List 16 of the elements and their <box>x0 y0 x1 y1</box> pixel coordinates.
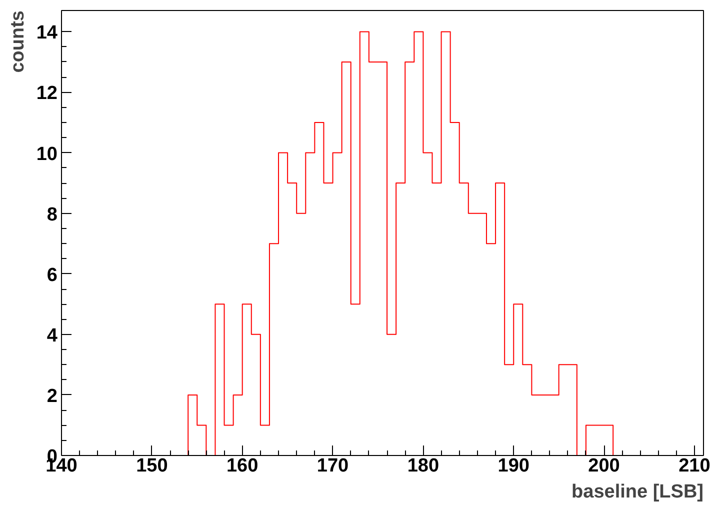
x-tick-label: 180 <box>407 456 440 476</box>
y-tick-label: 14 <box>36 22 58 44</box>
y-tick-label: 6 <box>46 264 58 286</box>
x-axis-title: baseline [LSB] <box>572 482 704 502</box>
y-tick-label: 10 <box>36 144 58 165</box>
x-tick-label: 170 <box>316 456 349 476</box>
x-tick-label: 200 <box>588 456 620 476</box>
y-tick-label: 8 <box>46 204 58 226</box>
x-tick-label: 160 <box>226 456 258 476</box>
y-tick-label: 4 <box>46 325 58 346</box>
x-tick-label: 190 <box>498 456 530 476</box>
y-tick-label: 12 <box>36 83 58 104</box>
y-axis-title: counts <box>8 10 28 73</box>
x-tick-label: 150 <box>136 456 168 476</box>
y-tick-label: 2 <box>46 386 58 407</box>
x-tick-label: 210 <box>678 456 710 476</box>
